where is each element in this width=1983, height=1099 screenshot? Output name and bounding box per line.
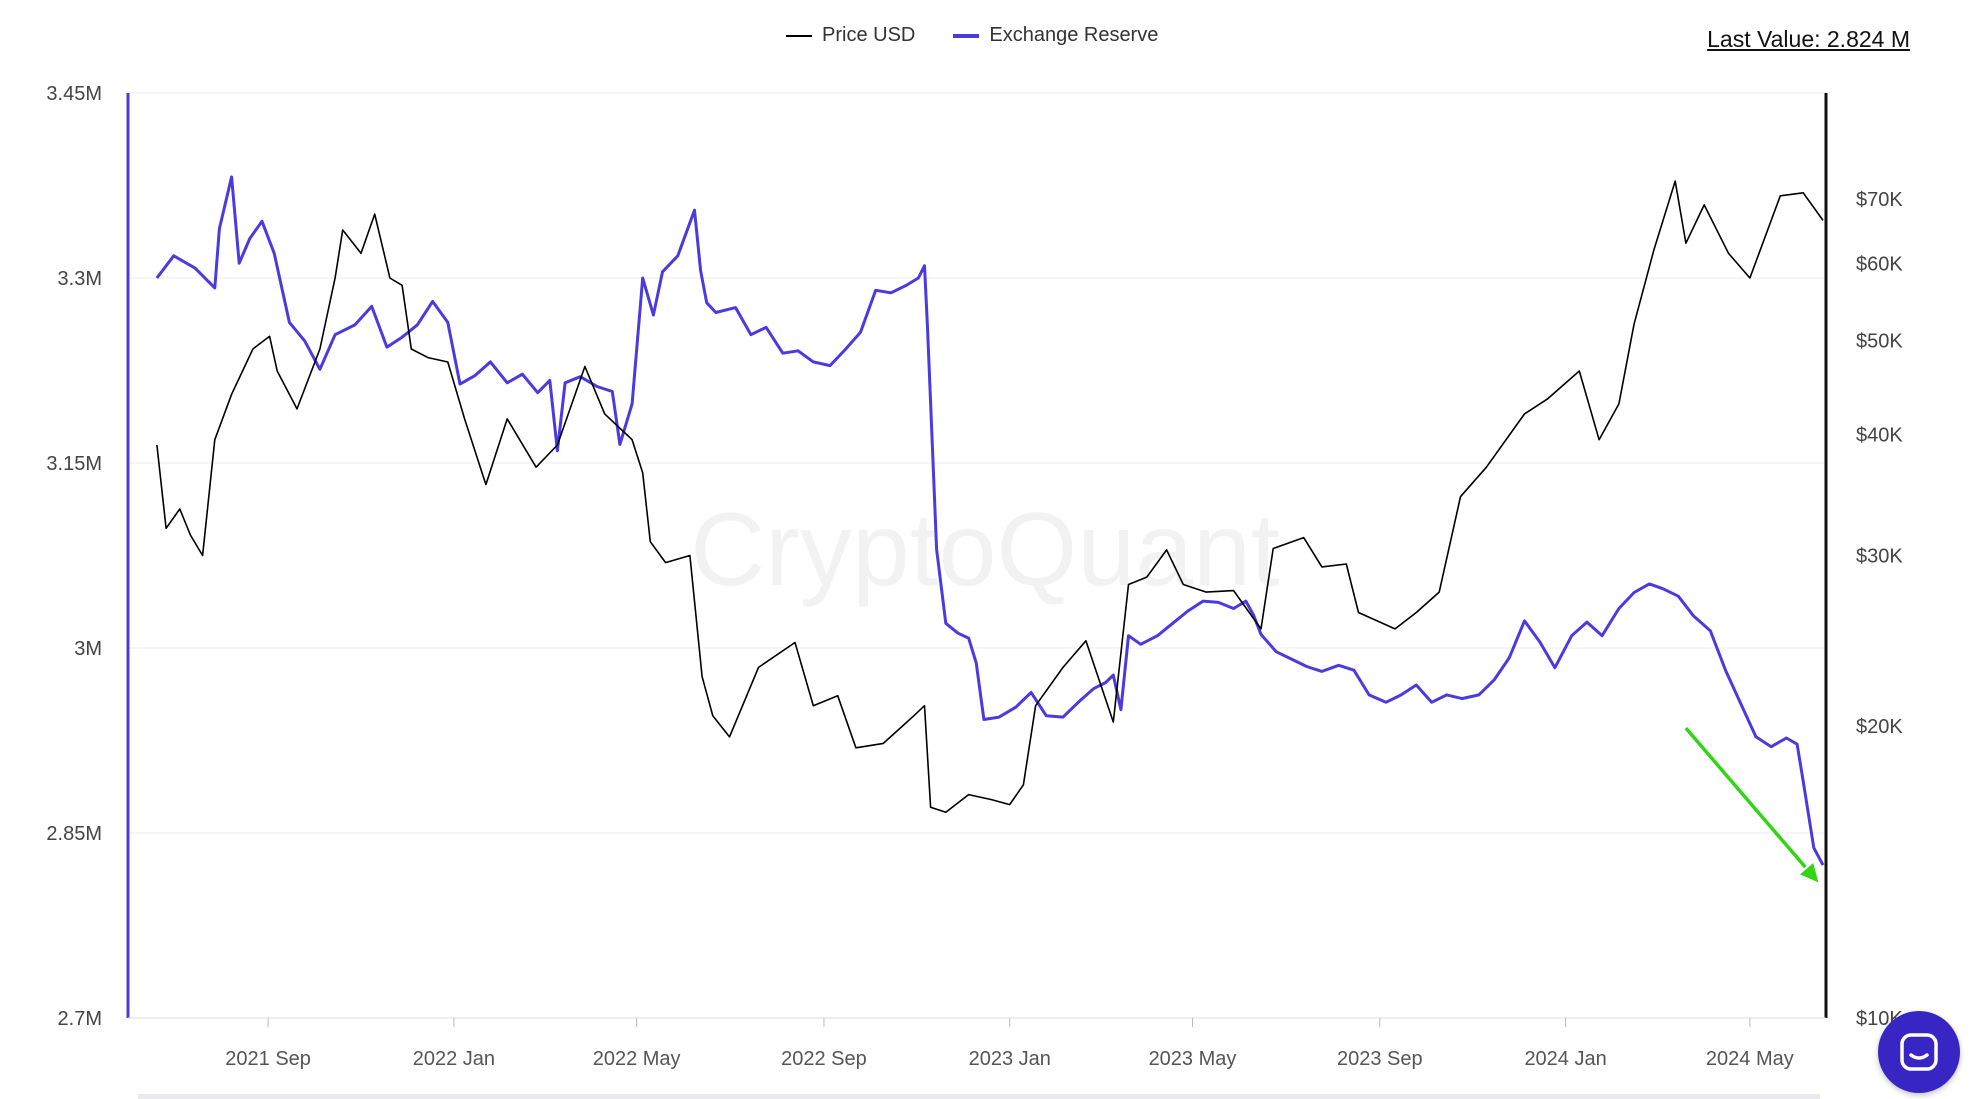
right-axis-ticks: $70K$60K$50K$40K$30K$20K$10K bbox=[1856, 189, 1903, 1030]
left-axis-tick-label: 3.3M bbox=[58, 268, 102, 290]
trend-arrow-head bbox=[1800, 863, 1819, 883]
x-axis-ticks: 2021 Sep 2022 Jan 2022 May 2022 Sep 2023 Jan… bbox=[225, 1018, 1794, 1070]
x-axis-tick-label: 2024 Jan bbox=[1524, 1048, 1606, 1070]
legend-swatch-reserve bbox=[953, 33, 980, 38]
legend-label-reserve: Exchange Reserve bbox=[989, 24, 1159, 46]
left-axis-tick-label: 3M bbox=[74, 638, 102, 660]
x-axis-tick-label: 2023 May bbox=[1149, 1048, 1237, 1070]
trend-arrow bbox=[1684, 727, 1819, 883]
watermark-text: CryptoQuant bbox=[690, 492, 1280, 608]
x-axis-tick-label: 2022 Jan bbox=[413, 1048, 495, 1070]
right-axis-tick-label: $40K bbox=[1856, 424, 1903, 446]
legend-swatch-price bbox=[786, 34, 812, 37]
left-axis-tick-label: 3.15M bbox=[46, 453, 102, 475]
right-axis-tick-label: $50K bbox=[1856, 330, 1903, 352]
legend-item-reserve[interactable]: Exchange Reserve bbox=[953, 24, 1158, 47]
right-axis-tick-label: $30K bbox=[1856, 546, 1903, 568]
trend-arrow-shaft bbox=[1684, 727, 1807, 869]
chat-bubble-icon bbox=[1900, 1033, 1938, 1071]
x-axis-tick-label: 2022 Sep bbox=[781, 1048, 867, 1070]
series-line-price-usd bbox=[156, 180, 1824, 814]
horizontal-scrollbar[interactable] bbox=[138, 1094, 1820, 1099]
left-axis-tick-label: 3.45M bbox=[46, 83, 102, 105]
right-axis-tick-label: $60K bbox=[1856, 254, 1903, 276]
series-line-exchange-reserve bbox=[155, 175, 1825, 866]
legend-label-price: Price USD bbox=[822, 24, 916, 46]
x-axis-tick-label: 2021 Sep bbox=[225, 1048, 311, 1070]
legend-item-price[interactable]: Price USD bbox=[786, 24, 915, 47]
right-axis-tick-label: $20K bbox=[1856, 716, 1903, 738]
left-axis-ticks: 3.45M 3.3M 3.15M 3M 2.85M 2.7M bbox=[46, 83, 102, 1030]
chat-button[interactable] bbox=[1878, 1011, 1960, 1093]
left-axis-tick-label: 2.7M bbox=[58, 1008, 102, 1030]
x-axis-tick-label: 2023 Jan bbox=[969, 1048, 1051, 1070]
x-axis-tick-label: 2024 May bbox=[1706, 1048, 1794, 1070]
x-axis-tick-label: 2022 May bbox=[593, 1048, 681, 1070]
last-value-label: Last Value: 2.824 M bbox=[1707, 26, 1910, 52]
chart-legend: Price USD Exchange Reserve bbox=[786, 24, 1158, 47]
x-axis-tick-label: 2023 Sep bbox=[1337, 1048, 1423, 1070]
left-axis-tick-label: 2.85M bbox=[46, 823, 102, 845]
right-axis-tick-label: $70K bbox=[1856, 189, 1903, 211]
